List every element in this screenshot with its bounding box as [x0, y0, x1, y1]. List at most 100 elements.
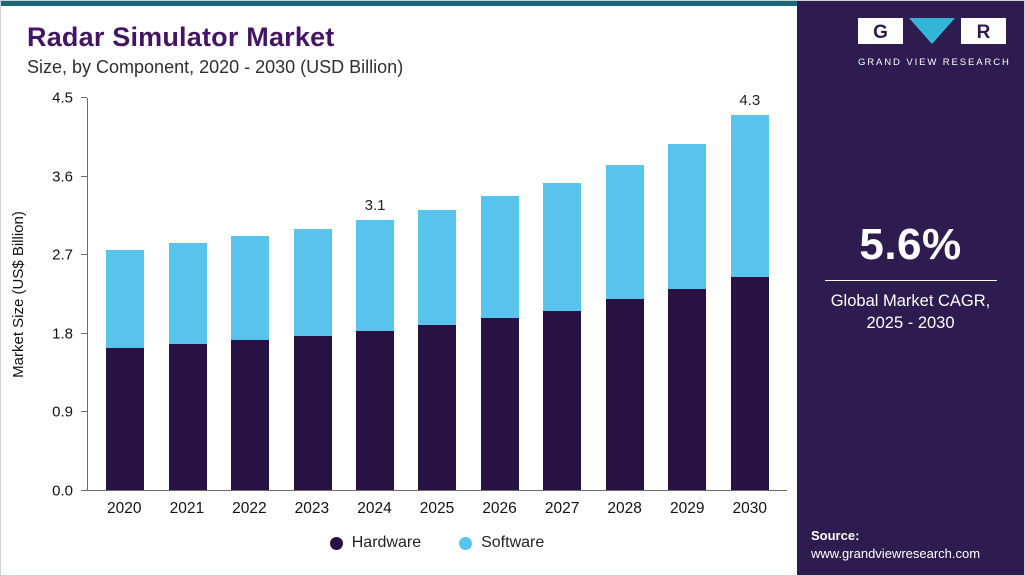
stacked-bar-2023: [293, 228, 332, 490]
bar-segment-software: [168, 242, 207, 344]
y-tick-mark: [81, 97, 87, 98]
x-axis-label: 2022: [232, 500, 267, 517]
cagr-block: 5.6% Global Market CAGR, 2025 - 2030: [797, 220, 1024, 335]
bar-segment-software: [356, 219, 395, 332]
y-tick-mark: [81, 332, 87, 334]
bar-segment-software: [106, 249, 145, 349]
y-axis-title: Market Size (US$ Billion): [9, 211, 27, 378]
x-axis-label: 2020: [107, 500, 142, 517]
y-tick-label: 1.8: [52, 325, 73, 343]
bar-segment-software: [293, 228, 332, 336]
bar-segment-hardware: [418, 325, 457, 490]
cagr-label-line1: Global Market CAGR,: [830, 292, 991, 310]
page-title: Radar Simulator Market: [27, 22, 335, 52]
legend-label: Hardware: [351, 534, 422, 551]
bar-slot-2028: [594, 98, 656, 490]
x-axis-label: 2029: [669, 500, 705, 517]
plot-area: 3.1 4.3: [87, 92, 787, 491]
stacked-bar-2025: [418, 209, 457, 490]
page-subtitle: Size, by Component, 2020 - 2030 (USD Bil…: [27, 57, 404, 77]
plot-row: 0.0 0.9 1.8 2.7 3.6 4.5 3.1 4.3: [35, 90, 787, 500]
stacked-bar-2024: [356, 219, 395, 490]
bar-segment-hardware: [231, 340, 270, 490]
y-tick-mark: [81, 490, 87, 491]
x-axis-label: 2025: [419, 500, 455, 517]
y-tick-mark: [81, 175, 87, 177]
logo-v-triangle-icon: [909, 18, 955, 44]
y-axis-ticks: 0.0 0.9 1.8 2.7 3.6 4.5: [35, 90, 87, 500]
y-tick-label: 0.9: [52, 403, 73, 421]
bar-slot-2030: 4.3: [719, 92, 781, 490]
chart-card: Radar Simulator Market Size, by Componen…: [1, 1, 797, 575]
x-axis-spacer: [35, 500, 87, 518]
y-tick-label: 4.5: [52, 89, 73, 107]
legend-item-software: Software: [459, 534, 544, 552]
bar-segment-hardware: [168, 343, 207, 490]
bar-slot-2021: [156, 98, 218, 490]
stacked-bar-2028: [605, 165, 644, 490]
bar-segment-hardware: [480, 318, 519, 490]
bar-slot-2029: [656, 98, 718, 490]
x-axis-label: 2028: [607, 500, 642, 517]
y-tick-mark: [81, 254, 87, 256]
bar-segment-hardware: [356, 331, 395, 490]
bar-slot-2024: 3.1: [344, 98, 406, 490]
y-tick-label: 0.0: [52, 482, 73, 500]
bar-segment-software: [730, 115, 769, 277]
x-axis-label: 2023: [294, 500, 330, 517]
logo-letter-r: R: [977, 22, 991, 43]
x-axis-label: 2021: [169, 500, 205, 517]
legend-item-hardware: Hardware: [329, 534, 422, 552]
bar-slot-2026: [469, 98, 531, 490]
bar-segment-software: [480, 196, 519, 319]
x-axis-labels: 2020 2021 2022 2023 2024 2025 2026 2027 2028 2029…: [87, 500, 787, 518]
bar-slot-2023: [281, 98, 343, 490]
legend-spacer: [35, 534, 87, 552]
stacked-bar-2030: [730, 115, 769, 490]
chart: Market Size (US$ Billion) 0.0 0.9 1.8 2.7 3.…: [1, 90, 797, 552]
chart-main: 0.0 0.9 1.8 2.7 3.6 4.5 3.1 4.3 2020 2021 2022 20…: [35, 90, 787, 552]
bar-slot-2027: [531, 98, 593, 490]
bar-total-label: 4.3: [739, 92, 761, 110]
stacked-bar-2026: [480, 196, 519, 490]
source-block: Source: www.grandviewresearch.com: [797, 528, 1024, 575]
bar-segment-hardware: [106, 348, 145, 490]
y-tick-mark: [81, 411, 87, 413]
bar-slot-2022: [219, 98, 281, 490]
bar-segment-hardware: [730, 276, 769, 490]
legend-label: Software: [481, 534, 545, 551]
bar-slot-2020: [94, 98, 156, 490]
x-axis-row: 2020 2021 2022 2023 2024 2025 2026 2027 2028 2029…: [35, 500, 787, 518]
x-axis-label: 2027: [544, 500, 580, 517]
bar-segment-software: [668, 144, 707, 289]
cagr-divider: [824, 280, 997, 281]
bar-segment-software: [543, 182, 582, 311]
stacked-bar-2020: [106, 249, 145, 490]
bar-segment-hardware: [605, 299, 644, 490]
bar-segment-hardware: [668, 288, 707, 490]
source-url[interactable]: www.grandviewresearch.com: [811, 546, 981, 561]
source-label: Source:: [811, 528, 860, 543]
cagr-value: 5.6%: [859, 220, 962, 269]
y-tick-label: 3.6: [52, 168, 73, 186]
x-axis-label: 2030: [732, 500, 767, 517]
logo-letter-g: G: [873, 22, 888, 43]
bar-slot-2025: [406, 98, 468, 490]
stacked-bar-2021: [168, 242, 207, 490]
stacked-bar-2022: [231, 235, 270, 490]
bar-total-label: 3.1: [364, 196, 386, 214]
legend-swatch-icon: [459, 536, 473, 550]
chart-header: Radar Simulator Market Size, by Componen…: [1, 6, 797, 78]
bar-segment-hardware: [543, 310, 582, 490]
bar-segment-software: [231, 235, 270, 341]
x-axis-label: 2026: [482, 500, 517, 517]
cagr-label-line2: 2025 - 2030: [866, 314, 955, 333]
grand-view-research-logo: G R GRAND VIEW RESEARCH: [858, 17, 1009, 68]
bar-segment-hardware: [293, 335, 332, 490]
bar-segment-software: [418, 209, 457, 326]
gvr-logo-mark-icon: G R: [858, 18, 1006, 44]
legend-swatch-icon: [329, 536, 343, 550]
x-axis-label: 2024: [357, 500, 392, 517]
brand-sidebar: G R GRAND VIEW RESEARCH 5.6% Global Mark…: [797, 1, 1024, 575]
